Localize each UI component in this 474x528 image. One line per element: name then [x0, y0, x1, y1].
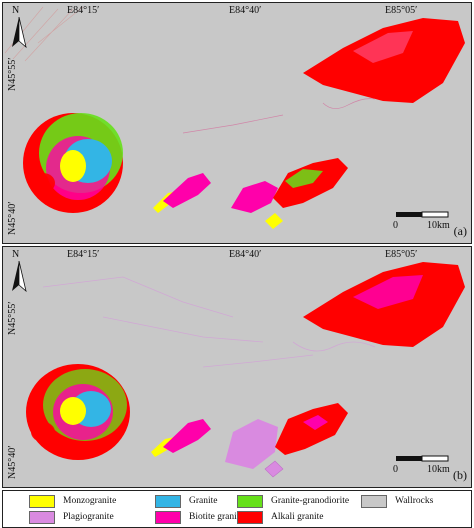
lon-label-3: E85°05′ — [385, 249, 418, 260]
classification-map-b — [26, 262, 465, 478]
map-panel-b: N E84°15′ E84°40′ E85°05′ N45°55′ N45°40… — [2, 246, 472, 488]
panel-tag-b: (b) — [453, 468, 467, 482]
drainage-lines-a — [182, 98, 376, 134]
lat-label-1: N45°55′ — [7, 57, 18, 91]
scale-bar-graphic — [396, 455, 449, 462]
legend-swatch — [29, 510, 55, 524]
legend-item-plagiogranite: Plagiogranite — [29, 510, 114, 524]
scale-bar-graphic — [396, 211, 449, 218]
north-arrow-icon — [12, 17, 27, 49]
legend-label: Granite-granodiorite — [271, 496, 350, 506]
legend-swatch — [237, 510, 263, 524]
scale-bar: 0 10km — [393, 455, 451, 481]
legend-swatch — [155, 510, 181, 524]
legend-item-biotite-granite: Biotite granite — [155, 510, 244, 524]
lat-label-2: N45°40′ — [7, 445, 18, 479]
lon-label-2: E84°40′ — [229, 249, 262, 260]
legend-label: Wallrocks — [395, 496, 434, 506]
legend-item-granite-granodiorite: Granite-granodiorite — [237, 494, 349, 508]
north-arrow-icon — [12, 261, 27, 293]
scale-start: 0 — [393, 464, 398, 475]
lon-label-2: E84°40′ — [229, 5, 262, 16]
legend-item-monzogranite: Monzogranite — [29, 494, 116, 508]
lon-label-1: E84°15′ — [67, 249, 100, 260]
legend-item-wallrocks: Wallrocks — [361, 494, 433, 508]
classification-map-a — [4, 6, 465, 229]
scale-end: 10km — [427, 464, 450, 475]
lon-label-1: E84°15′ — [67, 5, 100, 16]
wallrock-texture — [4, 6, 84, 62]
scale-start: 0 — [393, 220, 398, 231]
lat-label-1: N45°55′ — [7, 301, 18, 335]
legend-label: Monzogranite — [63, 496, 117, 506]
legend-swatch — [29, 494, 55, 508]
legend-label: Granite — [189, 496, 218, 506]
ne-intrusion-a — [303, 18, 465, 103]
north-label: N — [12, 249, 20, 260]
north-arrow: N — [9, 249, 29, 293]
legend: Monzogranite Granite Granite-granodiorit… — [2, 490, 472, 528]
legend-label: Plagiogranite — [63, 512, 114, 522]
legend-swatch — [237, 494, 263, 508]
north-arrow: N — [9, 5, 29, 49]
panel-tag-a: (a) — [453, 224, 467, 238]
lat-label-2: N45°40′ — [7, 201, 18, 235]
plagiogranite-texture — [42, 276, 376, 368]
central-intrusions-b — [151, 403, 348, 478]
map-panel-a: N E84°15′ E84°40′ E85°05′ N45°55′ N45°40… — [2, 2, 472, 244]
legend-item-alkali-granite: Alkali granite — [237, 510, 324, 524]
central-intrusions-a — [153, 158, 348, 229]
western-pluton-a — [23, 113, 123, 213]
legend-label: Biotite granite — [189, 512, 244, 522]
western-pluton-b — [26, 364, 130, 460]
scale-end: 10km — [427, 220, 450, 231]
scale-bar: 0 10km — [393, 211, 451, 237]
lon-label-3: E85°05′ — [385, 5, 418, 16]
legend-item-granite: Granite — [155, 494, 218, 508]
legend-swatch — [155, 494, 181, 508]
legend-label: Alkali granite — [271, 512, 324, 522]
legend-swatch — [361, 494, 387, 508]
ne-intrusion-b — [303, 262, 465, 347]
north-label: N — [12, 5, 20, 16]
